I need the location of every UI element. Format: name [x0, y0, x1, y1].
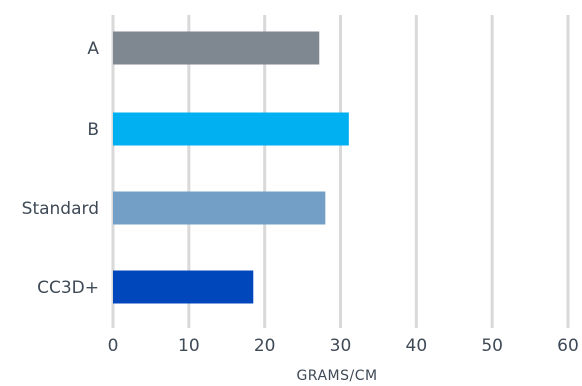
category-label: A	[87, 39, 99, 59]
bars	[113, 31, 349, 304]
bar	[113, 31, 320, 65]
x-tick-label: 10	[178, 336, 200, 356]
category-label: Standard	[22, 199, 99, 219]
x-tick-label: 30	[330, 336, 352, 356]
gridlines	[111, 15, 570, 328]
x-tick-label: 0	[108, 336, 119, 356]
x-tick-labels: 0 10 20 30 40 50 60	[108, 336, 579, 356]
bar	[113, 112, 349, 146]
category-label: CC3D+	[37, 278, 99, 298]
x-tick-label: 20	[254, 336, 276, 356]
category-label: B	[87, 120, 99, 140]
x-axis-title: GRAMS/CM	[296, 368, 377, 384]
x-tick-label: 60	[557, 336, 579, 356]
bar	[113, 270, 254, 304]
bar	[113, 191, 326, 225]
x-tick-label: 50	[481, 336, 503, 356]
x-tick-label: 40	[406, 336, 428, 356]
category-labels: A B Standard CC3D+	[22, 39, 100, 298]
